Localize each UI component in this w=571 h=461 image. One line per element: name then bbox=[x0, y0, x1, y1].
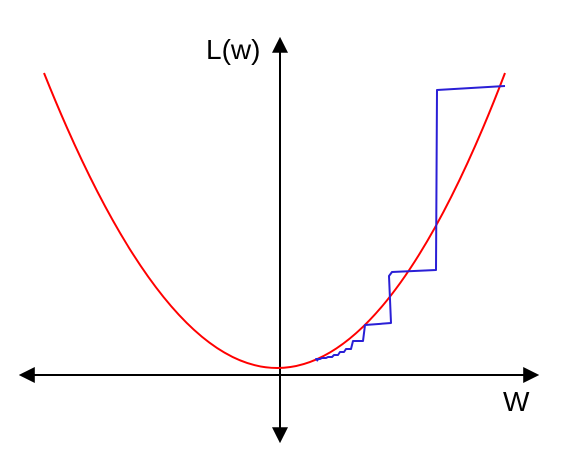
y-axis-label: L(w) bbox=[206, 34, 260, 65]
x-axis-label: W bbox=[503, 386, 530, 417]
descent-path bbox=[315, 85, 506, 362]
loss-curve bbox=[43, 72, 506, 369]
